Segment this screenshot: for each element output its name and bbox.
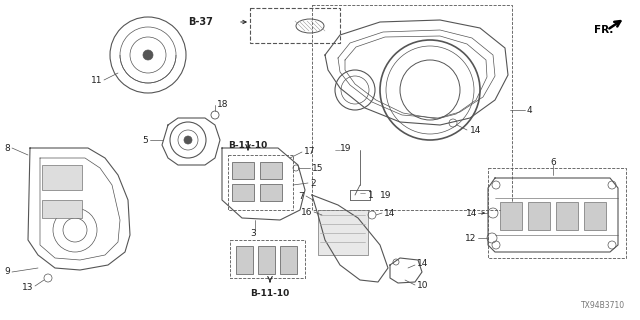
Bar bbox=[232, 184, 254, 201]
Bar bbox=[312, 5, 512, 210]
Text: 15: 15 bbox=[312, 164, 323, 172]
Text: 8: 8 bbox=[4, 143, 10, 153]
Text: 16: 16 bbox=[301, 207, 312, 217]
Text: 10: 10 bbox=[417, 281, 429, 290]
Bar bbox=[318, 210, 368, 255]
Bar bbox=[584, 202, 606, 230]
Text: 17: 17 bbox=[304, 147, 316, 156]
Bar bbox=[42, 165, 82, 190]
Bar bbox=[236, 246, 253, 274]
Bar bbox=[260, 162, 282, 179]
Bar bbox=[250, 8, 340, 43]
Text: 18: 18 bbox=[217, 100, 228, 108]
Bar bbox=[260, 184, 282, 201]
Bar bbox=[488, 168, 626, 258]
Bar bbox=[232, 162, 254, 179]
Text: 12: 12 bbox=[465, 234, 476, 243]
Text: 14: 14 bbox=[466, 209, 477, 218]
Text: 3: 3 bbox=[250, 228, 256, 237]
Text: 14: 14 bbox=[470, 125, 481, 134]
Text: B-11-10: B-11-10 bbox=[228, 140, 268, 149]
Bar bbox=[500, 202, 522, 230]
Text: 11: 11 bbox=[90, 76, 102, 84]
Text: 14: 14 bbox=[384, 209, 396, 218]
Text: 19: 19 bbox=[340, 143, 351, 153]
Bar bbox=[280, 246, 297, 274]
Bar bbox=[230, 240, 305, 278]
Text: 19: 19 bbox=[380, 190, 392, 199]
Circle shape bbox=[184, 136, 192, 144]
Text: 1: 1 bbox=[368, 190, 374, 199]
Bar bbox=[528, 202, 550, 230]
Circle shape bbox=[143, 50, 153, 60]
Bar bbox=[228, 155, 293, 210]
Text: 14: 14 bbox=[417, 260, 428, 268]
Text: 4: 4 bbox=[527, 106, 532, 115]
Text: 6: 6 bbox=[550, 157, 556, 166]
Text: FR.: FR. bbox=[594, 25, 613, 35]
Bar bbox=[42, 200, 82, 218]
Text: TX94B3710: TX94B3710 bbox=[581, 301, 625, 310]
Bar bbox=[258, 246, 275, 274]
Text: 7: 7 bbox=[298, 191, 304, 201]
Text: 2: 2 bbox=[310, 179, 316, 188]
Text: 5: 5 bbox=[142, 135, 148, 145]
Text: 9: 9 bbox=[4, 268, 10, 276]
Text: B-11-10: B-11-10 bbox=[250, 289, 290, 298]
Bar bbox=[556, 202, 578, 230]
Text: 13: 13 bbox=[22, 284, 33, 292]
Text: B-37: B-37 bbox=[188, 17, 213, 27]
